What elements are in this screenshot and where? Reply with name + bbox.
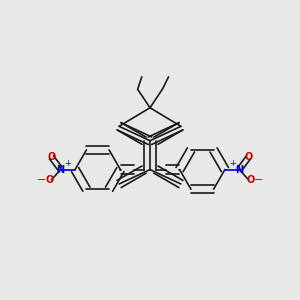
Text: N: N	[235, 165, 243, 175]
Text: +: +	[64, 159, 71, 168]
Text: O: O	[45, 175, 53, 185]
Text: O: O	[244, 152, 253, 162]
Text: −: −	[254, 175, 264, 185]
Text: +: +	[229, 159, 236, 168]
Text: O: O	[247, 175, 255, 185]
Text: N: N	[57, 165, 65, 175]
Text: O: O	[47, 152, 56, 162]
Text: −: −	[36, 175, 46, 185]
